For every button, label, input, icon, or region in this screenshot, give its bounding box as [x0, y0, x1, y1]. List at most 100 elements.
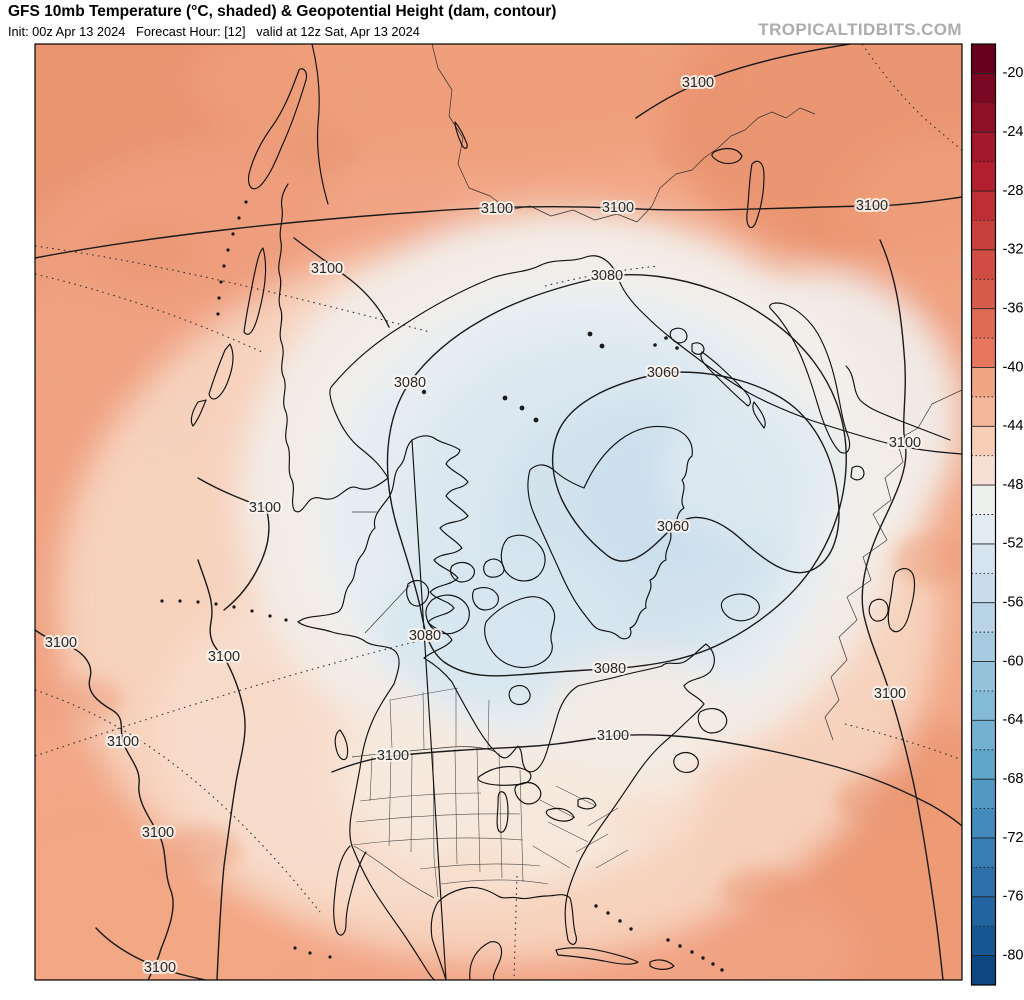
colorbar-segment [971, 220, 996, 251]
colorbar-tick-label: -24 [1003, 124, 1024, 140]
colorbar-tick-label: -48 [1003, 477, 1024, 493]
colorbar-tick-label: -36 [1003, 300, 1024, 316]
graticule-line [544, 265, 659, 287]
colorbar-segment [971, 44, 996, 74]
coastlines [160, 44, 962, 980]
colorbar-border [970, 43, 997, 986]
colorbar-tick-label: -60 [1003, 653, 1024, 669]
coastline-ellesmere [500, 534, 546, 582]
coastline-ireland [868, 598, 889, 622]
colorbar-tick-label: -56 [1003, 595, 1024, 611]
colorbar-segment [971, 367, 996, 398]
colorbar-segment [971, 543, 996, 574]
contour-label: 3100 [602, 200, 634, 216]
coastline-denmark [850, 465, 865, 481]
border-path [468, 187, 638, 223]
contour-3100 [197, 559, 246, 980]
height-contours [35, 44, 962, 980]
coastline-nova-scotia [673, 751, 699, 773]
contour-3100 [331, 734, 962, 827]
lake-ontario [577, 797, 597, 810]
colorbar-segment [971, 455, 996, 486]
contour-label: 3100 [682, 75, 714, 91]
colorbar-tick-label: -40 [1003, 359, 1024, 375]
contour-3100 [861, 239, 944, 980]
colorbar-segment [971, 720, 996, 751]
colorbar-segment [971, 926, 996, 957]
page-title: GFS 10mb Temperature (°C, shaded) & Geop… [8, 3, 557, 20]
colorbar-segment [971, 632, 996, 663]
colorbar-segment [971, 779, 996, 810]
colorbar-segment [971, 161, 996, 192]
contour-3060 [551, 371, 840, 574]
coastline-scandinavia [769, 302, 851, 454]
border-path [364, 584, 411, 634]
coastline-vancouver-island [334, 729, 349, 761]
tropicaltidbits-watermark: TROPICALTIDBITS.COM [758, 20, 962, 39]
contour-label: 3100 [142, 825, 174, 841]
coastline-greenland [527, 425, 693, 640]
coastline-okhotsk [311, 44, 329, 205]
colorbar-segment [971, 690, 996, 721]
contour-label: 3100 [208, 649, 240, 665]
coastline-japan [190, 343, 234, 427]
colorbar-segment [971, 867, 996, 898]
contour-3100 [293, 237, 390, 328]
contour-3100 [95, 927, 206, 980]
contour-3100 [35, 196, 962, 259]
contour-label: 3100 [874, 686, 906, 702]
coastline-hispaniola [649, 959, 675, 970]
coastline-banks [406, 579, 430, 607]
lake-erie [545, 807, 575, 822]
colorbar-segment [971, 661, 996, 692]
colorbar-tick-label: -32 [1003, 242, 1024, 258]
contour-3100 [35, 629, 174, 980]
colorbar-segment [971, 573, 996, 604]
coastline-baffin [484, 596, 556, 669]
colorbar-segment [971, 279, 996, 310]
coastline-devon [472, 587, 499, 611]
colorbar-segment [971, 808, 996, 839]
coastline-sakhalin [243, 247, 267, 335]
contour-label: 3100 [144, 960, 176, 976]
contour-label: 3080 [594, 661, 626, 677]
coastline-victoria [425, 594, 470, 635]
coastline-svalbard [669, 327, 705, 355]
coastline-north-america [297, 435, 715, 980]
coastline-siberia-arctic [331, 255, 962, 455]
colorbar-segment [971, 73, 996, 104]
colorbar-segment [971, 249, 996, 280]
colorbar-tick-label: -64 [1003, 712, 1024, 728]
contour-label: 3080 [591, 268, 623, 284]
us-canada-border [351, 746, 497, 758]
lakes [477, 766, 597, 833]
contour-label: 3100 [856, 198, 888, 214]
contour-label: 3100 [597, 728, 629, 744]
coastline-caspian-sea [746, 160, 765, 229]
contour-label: 3080 [409, 628, 441, 644]
init-forecast-line: Init: 00z Apr 13 2024 Forecast Hour: [12… [8, 24, 420, 39]
contour-label: 3080 [394, 375, 426, 391]
temperature-shading-texture [56, 126, 962, 912]
colorbar-segment [971, 749, 996, 780]
colorbar-segment [971, 896, 996, 927]
coastline-great-britain [887, 568, 916, 633]
border-path [431, 44, 470, 189]
colorbar-segment [971, 396, 996, 427]
contour-label: 3100 [481, 201, 513, 217]
us-state-borders [351, 687, 629, 898]
colorbar-tick-label: -52 [1003, 536, 1024, 552]
coastline-southampton [508, 685, 531, 706]
border-path [703, 107, 816, 159]
coastline-white-sea [845, 365, 951, 441]
coastline-kamchatka [247, 68, 308, 190]
contour-3100 [197, 477, 270, 611]
political-borders [351, 44, 962, 899]
contour-3100 [635, 44, 851, 119]
lake-michigan [496, 791, 509, 833]
map-border [34, 43, 963, 981]
colorbar-segment [971, 955, 996, 986]
